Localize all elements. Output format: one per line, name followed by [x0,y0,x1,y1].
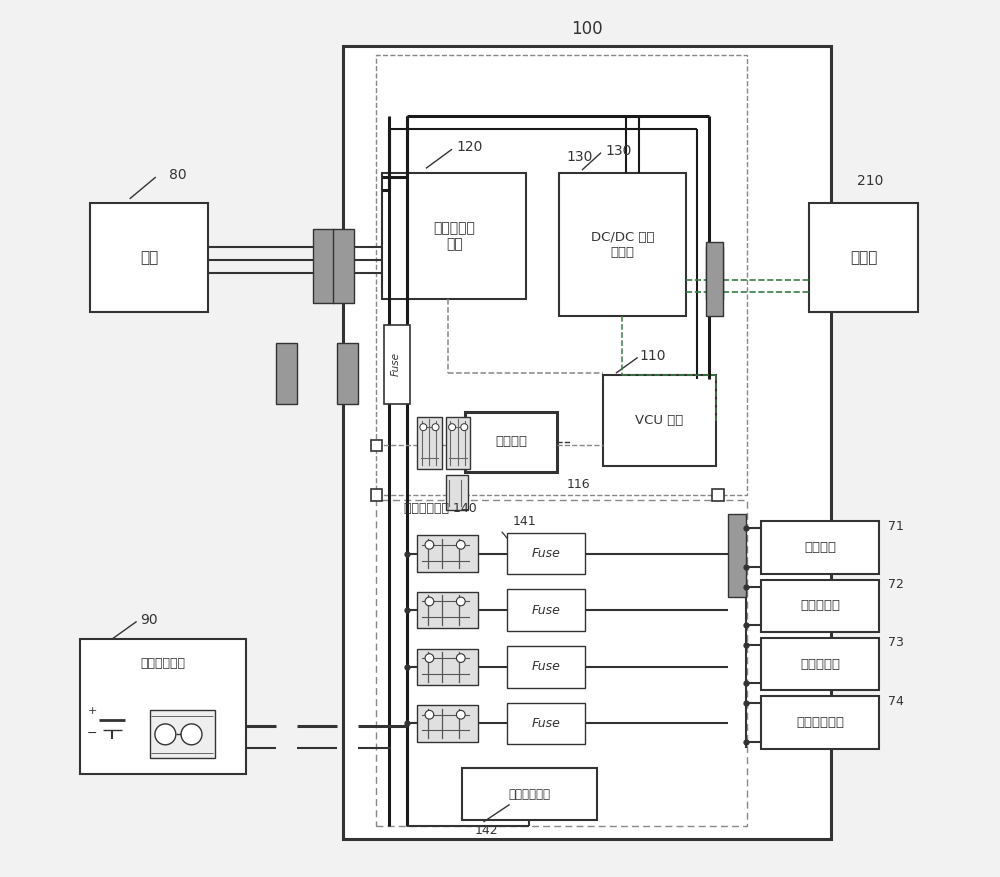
Bar [382,173,526,299]
Text: 暖风机系统: 暖风机系统 [800,599,840,612]
Text: 空调系统: 空调系统 [804,541,836,554]
Text: 100: 100 [571,20,603,38]
Circle shape [425,653,434,662]
Bar [507,532,585,574]
Bar [80,639,246,774]
Bar [417,705,478,742]
Bar [761,696,879,749]
Text: 74: 74 [888,695,904,708]
Text: DC/DC 变换
器模块: DC/DC 变换 器模块 [591,231,654,259]
Text: Fuse: Fuse [532,603,561,617]
Bar [507,702,585,745]
Circle shape [155,724,176,745]
Circle shape [425,710,434,719]
Text: 110: 110 [639,349,666,363]
Text: 非车载充电器: 非车载充电器 [796,717,844,729]
Circle shape [456,710,465,719]
Text: 80: 80 [169,168,186,182]
Text: +: + [87,706,97,717]
Text: 210: 210 [857,175,884,189]
Text: 绝缘监测模块: 绝缘监测模块 [508,788,550,801]
Bar [465,412,557,472]
Bar [417,417,442,469]
Bar [446,475,468,510]
Text: Fuse: Fuse [532,547,561,560]
Bar [417,592,478,629]
Text: 蓄电池: 蓄电池 [850,250,878,265]
Bar [507,589,585,631]
Circle shape [425,597,434,606]
Bar [337,343,358,403]
Bar [507,645,585,688]
Bar [417,535,478,572]
Bar [417,648,478,685]
Text: VCU 模块: VCU 模块 [635,414,684,427]
Circle shape [461,424,468,431]
Text: Fuse: Fuse [390,353,400,376]
Bar [462,768,597,820]
Circle shape [449,424,456,431]
Text: Fuse: Fuse [532,660,561,674]
Bar [376,55,747,496]
Text: 90: 90 [140,613,158,627]
Circle shape [425,540,434,549]
Text: −: − [87,727,97,740]
Text: 130: 130 [605,144,632,158]
Bar [559,173,686,317]
Text: 142: 142 [475,824,498,838]
Bar [90,203,208,312]
Text: 130: 130 [566,150,593,164]
Text: 141: 141 [513,515,537,528]
Bar [446,417,470,469]
Text: 电机: 电机 [140,250,158,265]
Text: 继电器组: 继电器组 [495,436,527,448]
Text: 116: 116 [567,478,591,491]
Bar [384,325,410,403]
Bar [706,246,723,299]
Text: 高压配电模块 140: 高压配电模块 140 [404,503,477,515]
Bar [706,242,723,317]
Bar [371,489,382,501]
Bar [313,230,334,303]
Bar [728,514,746,597]
Text: 动力电池系统: 动力电池系统 [140,657,185,670]
Text: 72: 72 [888,578,904,591]
Text: 120: 120 [456,140,483,154]
Text: Fuse: Fuse [532,717,561,730]
Bar [809,203,918,312]
Bar [333,230,354,303]
Circle shape [420,424,427,431]
Bar [371,439,382,451]
Bar [712,489,724,501]
Circle shape [181,724,202,745]
Bar [761,580,879,632]
Bar [761,638,879,690]
Bar [761,521,879,574]
Text: 73: 73 [888,637,904,649]
Text: 电机控制器
模块: 电机控制器 模块 [433,221,475,251]
Bar [276,343,297,403]
Bar [343,46,831,839]
Circle shape [456,540,465,549]
Circle shape [456,653,465,662]
Circle shape [456,597,465,606]
Bar [603,374,716,467]
Bar [376,500,747,826]
Bar [150,710,215,759]
Text: 71: 71 [888,519,904,532]
Text: 车载充电器: 车载充电器 [800,658,840,671]
Circle shape [432,424,439,431]
